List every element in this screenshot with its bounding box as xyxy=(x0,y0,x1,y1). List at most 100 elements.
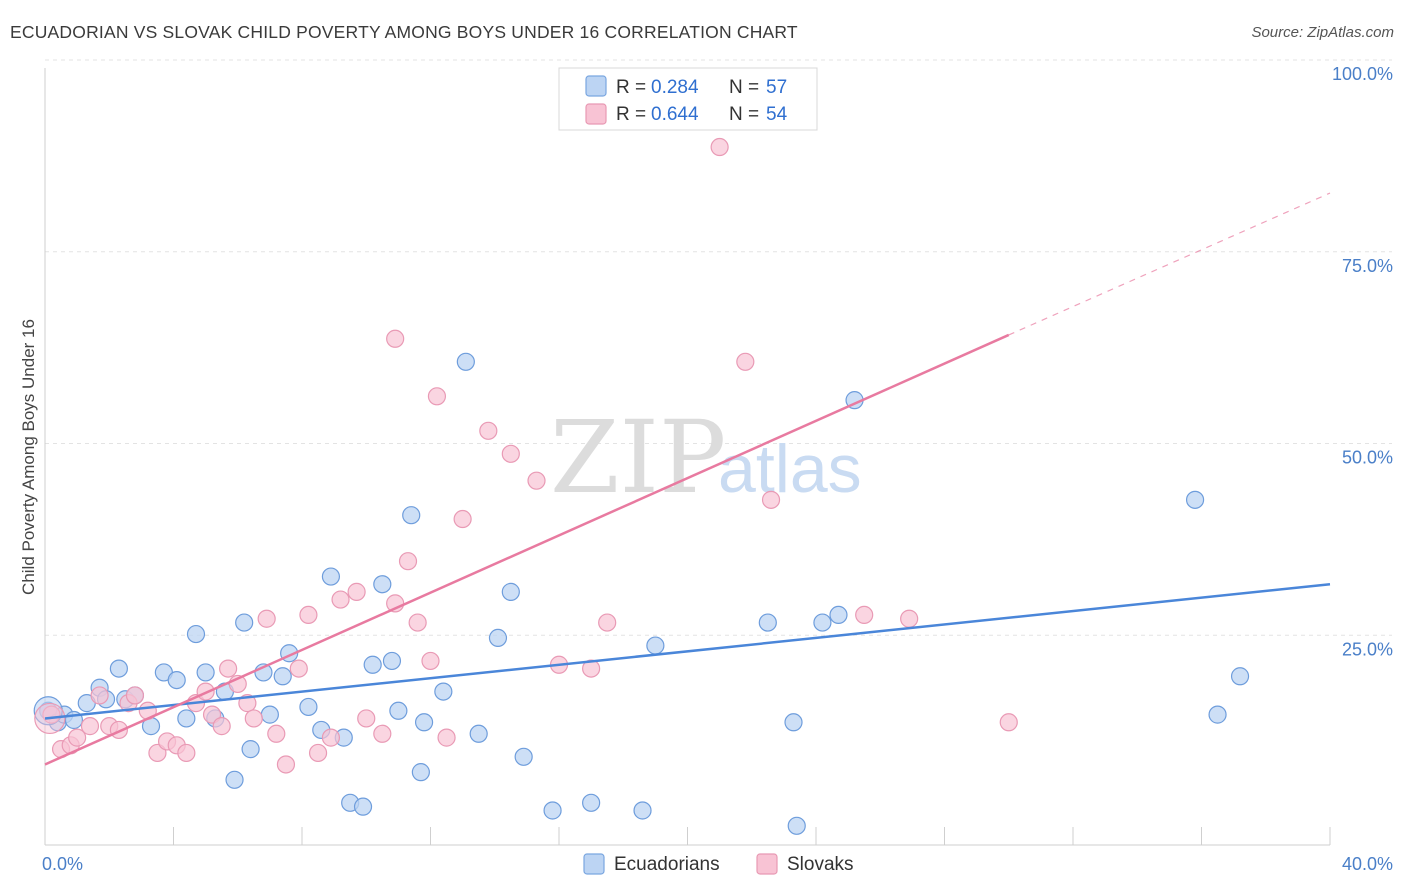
watermark-zip: ZIP xyxy=(550,399,726,516)
slovak-point xyxy=(331,590,350,609)
legend-n-value: 54 xyxy=(766,104,788,125)
legend-swatch-slovaks xyxy=(756,853,778,875)
ecuadorian-point xyxy=(543,801,562,820)
ecuadorian-point xyxy=(241,740,260,759)
ecuadorian-point xyxy=(225,770,244,789)
ecuadorian-point xyxy=(363,655,382,674)
ecuadorian-point xyxy=(813,613,832,632)
ecuadorian-point xyxy=(389,701,408,720)
slovak-point xyxy=(501,444,520,463)
ecuadorian-point xyxy=(353,797,373,816)
ecuadorian-point xyxy=(196,663,215,682)
ecuadorian-point xyxy=(299,697,318,717)
ecuadorian-point xyxy=(373,575,392,594)
ecuadorian-point xyxy=(186,624,206,644)
slovak-point xyxy=(80,717,100,736)
slovak-point xyxy=(598,613,617,632)
ecuadorian-point xyxy=(469,724,488,743)
ecuadorian-point xyxy=(109,659,128,678)
slovak-point xyxy=(408,613,427,632)
ecuadorian-point xyxy=(456,352,475,371)
ecuadorian-point xyxy=(787,816,806,835)
x-tick-label: 0.0% xyxy=(42,854,83,874)
slovak-point xyxy=(421,651,440,671)
slovak-point xyxy=(582,659,601,678)
slovak-point xyxy=(267,724,286,743)
legend-r-value: 0.284 xyxy=(651,77,699,98)
slovak-point xyxy=(398,552,418,571)
legend-label-ecuadorians: Ecuadorians xyxy=(614,854,720,875)
ecuadorian-point xyxy=(382,651,402,671)
ecuadorian-point xyxy=(177,709,196,728)
watermark-atlas: atlas xyxy=(718,431,862,507)
slovak-point xyxy=(373,724,392,743)
ecuadorian-point xyxy=(514,747,533,766)
ecuadorian-point xyxy=(434,682,453,701)
correlation-legend: R = 0.284 N = 57 R = 0.644 N = 54 xyxy=(558,67,818,131)
ecuadorian-point xyxy=(646,636,665,655)
slovak-point xyxy=(386,329,405,348)
slovak-point xyxy=(761,490,781,509)
slovak-point xyxy=(276,755,296,774)
slovak-point xyxy=(453,509,472,529)
slovak-point xyxy=(479,421,498,440)
slovak-point xyxy=(736,352,755,371)
slovak-point xyxy=(427,387,447,406)
source-label: Source: ZipAtlas.com xyxy=(1251,24,1394,41)
legend-label-slovaks: Slovaks xyxy=(787,854,854,875)
chart-title: ECUADORIAN VS SLOVAK CHILD POVERTY AMONG… xyxy=(10,22,798,42)
slovak-point xyxy=(257,609,276,628)
slovak-point xyxy=(855,605,874,625)
ecuadorian-point xyxy=(784,713,803,732)
slovak-point xyxy=(527,471,546,490)
slovak-point xyxy=(347,582,366,601)
x-tick-labels: 0.0% 40.0% xyxy=(42,854,1393,874)
ecuadorian-point xyxy=(321,567,341,586)
ecuadorian-trend-line xyxy=(44,582,1331,720)
y-tick-label: 25.0% xyxy=(1342,639,1393,659)
trend-lines xyxy=(44,192,1331,766)
ecuadorian-point xyxy=(1208,705,1227,724)
slovak-point xyxy=(900,609,919,628)
slovak-point xyxy=(999,713,1018,732)
slovak-point xyxy=(308,743,328,763)
slovak-point xyxy=(90,686,109,705)
legend-n-value: 57 xyxy=(766,77,787,98)
slovak-point xyxy=(68,728,87,747)
y-tick-label: 50.0% xyxy=(1342,448,1393,468)
ecuadorian-point xyxy=(633,801,652,820)
y-tick-label: 75.0% xyxy=(1342,256,1393,276)
y-axis-label: Child Poverty Among Boys Under 16 xyxy=(19,319,38,595)
ecuadorian-point xyxy=(582,793,601,812)
slovak-point xyxy=(357,709,376,728)
ecuadorian-point xyxy=(1230,667,1250,686)
slovak-point xyxy=(299,605,318,625)
slovak-point xyxy=(321,728,341,747)
legend-n-label: N = xyxy=(729,77,759,98)
legend-r-label: R = xyxy=(616,77,646,98)
ecuadorian-point xyxy=(411,763,430,782)
series-legend: Ecuadorians Slovaks xyxy=(583,853,854,875)
ecuadorian-point xyxy=(260,705,279,724)
legend-r-value: 0.644 xyxy=(651,104,699,125)
slovak-trend-extension xyxy=(1008,192,1331,336)
ecuadorian-point xyxy=(414,713,434,732)
slovak-point xyxy=(219,659,238,678)
ecuadorian-point xyxy=(402,506,421,525)
x-tick-label: 40.0% xyxy=(1342,854,1393,874)
y-tick-labels: 25.0% 50.0% 75.0% 100.0% xyxy=(1332,64,1393,659)
legend-n-label: N = xyxy=(729,104,759,125)
legend-swatch-ecuadorians xyxy=(583,853,605,875)
ecuadorian-point xyxy=(1185,490,1205,509)
slovak-point xyxy=(437,728,456,747)
slovak-point xyxy=(289,659,308,678)
ecuadorian-point xyxy=(167,670,186,690)
grid-lines xyxy=(45,59,1392,636)
slovak-point xyxy=(125,686,145,705)
legend-swatch-slovaks xyxy=(585,103,607,125)
slovak-point xyxy=(244,709,263,728)
slovak-point xyxy=(177,743,196,763)
legend-swatch-ecuadorians xyxy=(585,75,607,97)
legend-r-label: R = xyxy=(616,104,646,125)
